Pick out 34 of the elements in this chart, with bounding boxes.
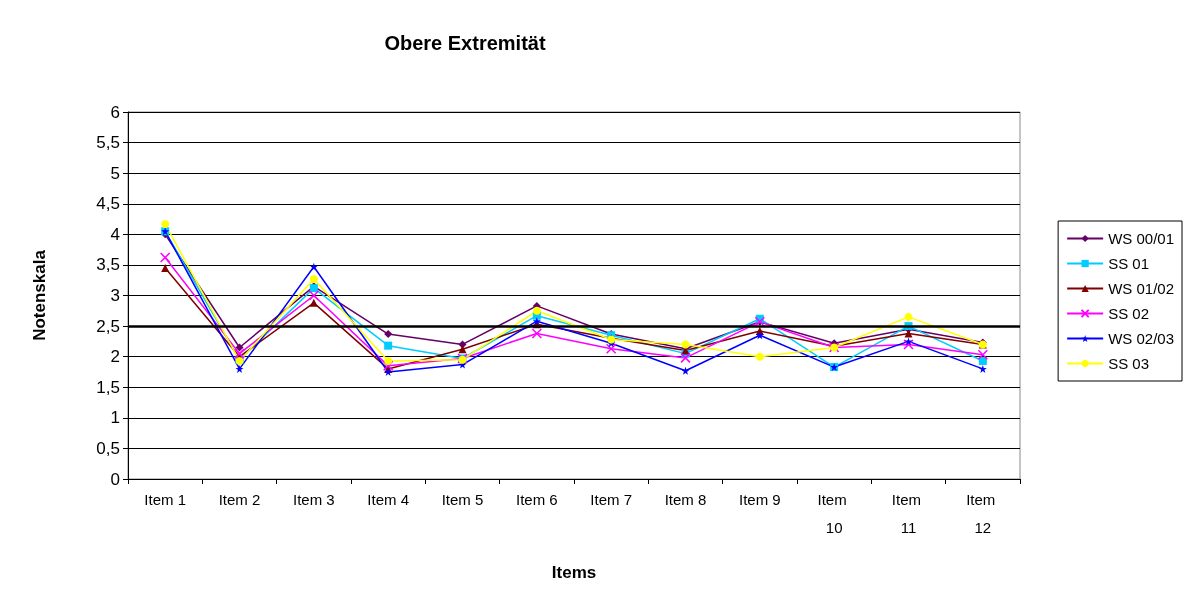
y-tick-label: 1 [110, 408, 120, 428]
x-axis-title: Items [551, 563, 597, 582]
x-tick-label: Item 9 [738, 490, 781, 508]
legend-label: SS 01 [1108, 255, 1150, 272]
y-tick-label: 5 [110, 163, 120, 183]
y-tick-label: 1,5 [96, 377, 120, 397]
x-tick-label: Item 1 [144, 490, 187, 508]
legend-label: SS 02 [1108, 305, 1150, 322]
legend-label: SS 03 [1108, 355, 1150, 372]
x-tick-label: Item 5 [441, 490, 484, 508]
legend-label: WS 00/01 [1108, 230, 1175, 247]
x-tick-label: Item 7 [590, 490, 633, 508]
y-tick-label: 4,5 [96, 194, 120, 214]
legend-label: WS 01/02 [1108, 280, 1175, 297]
x-tick-label: Item 11 [891, 490, 926, 536]
y-tick-label: 5,5 [96, 133, 120, 153]
y-tick-label: 3,5 [96, 255, 120, 275]
y-tick-label: 2 [110, 347, 120, 367]
chart-title: Obere Extremität [384, 32, 546, 54]
y-axis-title: Notenskala [30, 249, 49, 341]
legend-label: WS 02/03 [1108, 330, 1175, 347]
x-tick-label: Item 4 [367, 490, 410, 508]
x-tick-label: Item 12 [966, 490, 1000, 536]
y-tick-label: 3 [110, 286, 120, 305]
x-tick-label: Item 10 [817, 490, 851, 536]
y-tick-label: 2,5 [96, 316, 120, 336]
x-tick-label: Item 6 [515, 490, 558, 508]
y-tick-label: 0,5 [96, 438, 120, 458]
x-tick-label: Item 3 [292, 490, 335, 508]
x-tick-label: Item 2 [218, 490, 261, 508]
y-tick-label: 6 [110, 102, 120, 122]
y-tick-label: 4 [110, 224, 120, 244]
y-tick-label: 0 [110, 469, 120, 489]
x-tick-label: Item 8 [664, 490, 707, 508]
